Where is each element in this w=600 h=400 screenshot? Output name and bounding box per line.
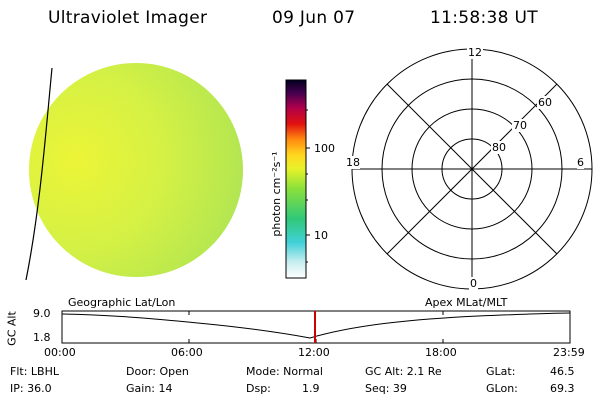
- date-label: 09 Jun 07: [272, 8, 356, 28]
- mlat-label-80: 80: [491, 141, 507, 154]
- polar-grid: [351, 48, 593, 290]
- timeline-ytick-bottom: 1.8: [33, 331, 51, 344]
- terminator-line: [25, 67, 53, 281]
- timeline-xtick-1: 06:00: [171, 346, 203, 359]
- time-label: 11:58:38 UT: [430, 8, 538, 28]
- colorbar-tick-10: 10: [314, 229, 328, 242]
- info-ip: IP: 36.0: [10, 382, 52, 395]
- uv-image-panel: [25, 63, 243, 281]
- mlt-label-6: 6: [577, 156, 584, 169]
- mlat-label-60: 60: [537, 96, 553, 109]
- timeline-ytick-top: 9.0: [33, 307, 51, 320]
- info-glon-label: GLon:: [486, 382, 518, 395]
- info-door: Door: Open: [126, 365, 189, 378]
- timeline-xtick-0: 00:00: [44, 346, 76, 359]
- timeline-xtick-4: 23:59: [553, 346, 585, 359]
- colorbar-tick-100: 100: [314, 142, 335, 155]
- mlt-label-12: 12: [467, 46, 483, 59]
- colorbar-unit-label: photon cm⁻²s⁻¹: [270, 151, 283, 237]
- info-mode: Mode: Normal: [246, 365, 323, 378]
- info-dsp-value: 1.9: [302, 382, 320, 395]
- mlt-label-18: 18: [346, 156, 360, 169]
- timeline-right-title: Apex MLat/MLT: [425, 296, 508, 309]
- timeline-left-title: Geographic Lat/Lon: [68, 296, 176, 309]
- info-seq: Seq: 39: [365, 382, 407, 395]
- colorbar: [285, 79, 310, 279]
- timeline-xtick-3: 18:00: [425, 346, 457, 359]
- info-glat-label: GLat:: [486, 365, 516, 378]
- info-glon-value: 69.3: [550, 382, 575, 395]
- instrument-title: Ultraviolet Imager: [48, 8, 208, 28]
- colorbar-gradient: [285, 79, 307, 279]
- timeline-xtick-2: 12:00: [298, 346, 330, 359]
- altitude-curve: [61, 312, 571, 339]
- info-dsp-label: Dsp:: [246, 382, 271, 395]
- info-gain: Gain: 14: [126, 382, 173, 395]
- mlat-label-70: 70: [512, 119, 528, 132]
- orbit-timeline: [61, 310, 571, 344]
- info-gcalt: GC Alt: 2.1 Re: [365, 365, 442, 378]
- mlt-label-0: 0: [469, 277, 478, 290]
- info-flt: Flt: LBHL: [10, 365, 59, 378]
- timeline-ylabel: GC Alt: [5, 311, 19, 346]
- info-glat-value: 46.5: [550, 365, 575, 378]
